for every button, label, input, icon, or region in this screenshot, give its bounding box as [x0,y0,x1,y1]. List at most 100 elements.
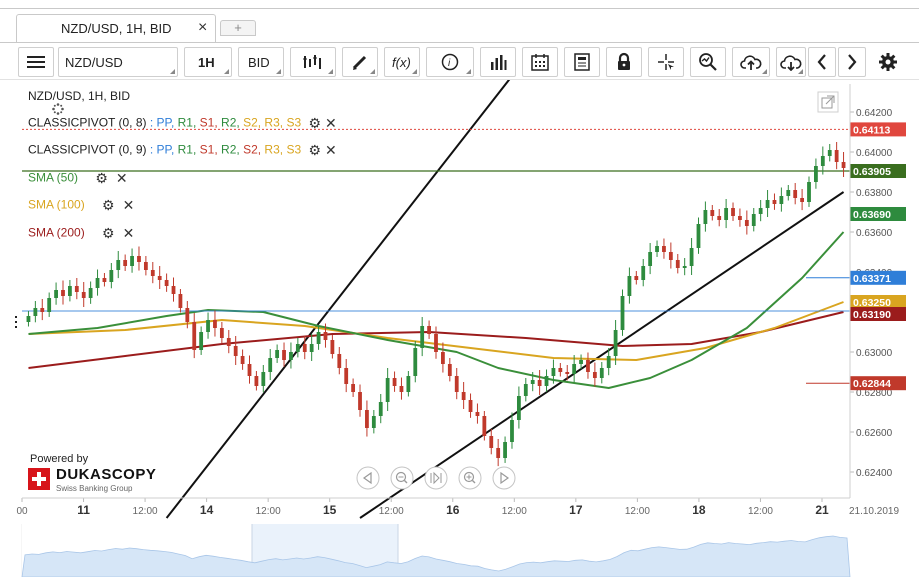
powered-by-text: Powered by [30,453,89,465]
candle-body [468,400,473,412]
scroll-left-button[interactable] [808,47,836,77]
news-button[interactable] [564,47,600,77]
x-tick-label: 17 [569,503,583,517]
candle-body [758,208,763,214]
candle-body [420,326,425,348]
instrument-select[interactable]: NZD/USD [58,47,178,77]
candle-body [268,358,273,372]
side-select[interactable]: BID [238,47,284,77]
y-tick-label: 0.64000 [856,148,893,159]
overview-navigator[interactable] [21,524,851,577]
close-icon[interactable]: ✕ [325,115,337,131]
chevron-right-icon [839,48,865,76]
period-select[interactable]: 1H [184,47,232,77]
indicator-sma-50[interactable]: SMA (50) ⚙ ✕ [28,170,128,187]
indicator-sma-200[interactable]: SMA (200) ⚙ ✕ [28,225,134,242]
expand-chart-icon[interactable] [817,91,839,113]
pivot-8-s1: S1, [199,115,218,130]
candle-body [233,346,238,356]
price-label-text: 0.63690 [853,209,891,221]
price-label-text: 0.62844 [853,378,891,390]
download-button[interactable] [776,47,806,77]
pivot-9-s1: S1, [199,142,218,157]
candle-body [641,266,646,280]
candle-body [102,278,107,282]
upload-button[interactable] [732,47,770,77]
zoom-button[interactable] [690,47,726,77]
gear-icon[interactable]: ⚙ [102,225,115,241]
candle-type-button[interactable] [290,47,336,77]
price-label-box [850,376,906,391]
candle-body [95,278,100,288]
pivot-8-s2: S2, [243,115,262,130]
gear-icon[interactable]: ⚙ [95,170,108,186]
crosshair-button[interactable] [648,47,684,77]
price-label-text: 0.63250 [853,297,891,309]
indicator-pivot-8[interactable]: CLASSICPIVOT (0, 8) : PP, R1, S1, R2, S2… [28,115,337,132]
brand-name: DUKASCOPY [56,466,157,483]
nav-back-button[interactable] [356,466,380,490]
chart-area[interactable]: 0.642000.640000.638000.636000.634000.632… [0,75,919,577]
volume-button[interactable] [480,47,516,77]
sma-200-line [28,311,844,369]
y-tick-label: 0.62400 [856,468,893,479]
candle-body [199,332,204,350]
close-icon[interactable]: ✕ [115,170,128,186]
close-icon[interactable]: ✕ [122,197,135,213]
brand-tagline: Swiss Banking Group [56,484,133,493]
candle-type-icon [291,48,335,76]
draw-pencil-icon [343,48,377,76]
candle-body [275,350,280,358]
candle-body [365,410,369,428]
nav-zoom-out-button[interactable] [390,466,414,490]
tab-close-icon[interactable]: × [198,19,208,36]
gear-icon[interactable]: ⚙ [308,115,322,131]
candle-body [544,376,549,386]
candle-body [137,256,141,262]
channel-lower-line[interactable] [359,191,845,519]
lock-button[interactable] [606,47,642,77]
candle-body [219,328,224,338]
nav-forward-button[interactable] [492,466,516,490]
candle-body [503,442,507,458]
candle-body [710,210,715,216]
settings-button[interactable] [872,47,904,77]
chart-drag-handle[interactable] [15,316,17,328]
dukascopy-logo[interactable]: DUKASCOPY Swiss Banking Group [28,466,156,496]
candle-body [434,334,438,352]
draw-button[interactable] [342,47,378,77]
candle-body [606,356,611,368]
pivot-8-pp: PP, [156,115,175,130]
gear-icon[interactable]: ⚙ [308,142,322,158]
candle-body [586,360,590,372]
trend-channel[interactable] [165,75,845,519]
candle-body [226,338,231,346]
candle-body [351,384,356,392]
x-tick-label: 12:00 [133,506,158,517]
price-chart[interactable]: 0.642000.640000.638000.636000.634000.632… [0,75,919,577]
calendar-button[interactable] [522,47,558,77]
price-label-box [850,307,906,321]
scroll-right-button[interactable] [838,47,866,77]
close-icon[interactable]: ✕ [122,225,135,241]
candle-body [475,412,480,416]
candle-body [841,162,846,168]
sma-50-label: SMA (50) [28,170,79,185]
gear-icon[interactable]: ⚙ [102,197,115,213]
info-button[interactable]: i [426,47,474,77]
nav-zoom-in-button[interactable] [458,466,482,490]
x-tick-label: 18 [692,503,706,517]
chart-tab[interactable]: NZD/USD, 1H, BID × [16,14,216,42]
candle-body [295,344,300,352]
pivot-8-sep: : [146,115,157,130]
indicator-sma-100[interactable]: SMA (100) ⚙ ✕ [28,197,134,214]
new-tab-button[interactable]: + [220,20,256,36]
nav-fit-button[interactable] [424,466,448,490]
candle-body [316,332,321,344]
channel-upper-line[interactable] [165,75,513,519]
function-button[interactable]: f(x) [384,47,420,77]
pivot-8-s3: S3 [286,115,302,130]
menu-button[interactable] [18,47,54,77]
indicator-pivot-9[interactable]: CLASSICPIVOT (0, 9) : PP, R1, S1, R2, S2… [28,142,337,159]
close-icon[interactable]: ✕ [325,142,337,158]
